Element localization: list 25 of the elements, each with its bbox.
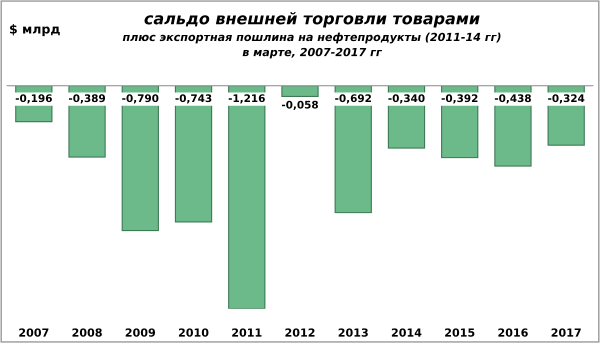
data-label: -1,216	[228, 94, 265, 104]
chart-title: сальдо внешней торговли товарами	[144, 12, 480, 28]
data-label: -0,389	[68, 94, 106, 104]
data-label: -0,196	[16, 94, 52, 104]
data-label: -0,438	[494, 94, 531, 104]
chart-subtitle: плюс экспортная пошлина на нефтепродукты (2011-14 гг) в марте, 2007-2017 гг	[122, 32, 500, 58]
x-tick-label: 2010	[178, 328, 208, 337]
data-label: -0,790	[122, 94, 158, 104]
data-label: -0,743	[175, 94, 212, 104]
y-axis-title: $ млрд	[10, 24, 60, 36]
x-tick-label: 2009	[126, 328, 156, 337]
x-tick-label: 2013	[338, 328, 368, 337]
x-tick-label: 2017	[552, 328, 581, 337]
x-tick-label: 2008	[72, 328, 102, 337]
data-label: -0,340	[388, 94, 425, 104]
x-tick-label: 2016	[498, 328, 528, 337]
data-label: -0,692	[335, 94, 371, 104]
x-tick-label: 2015	[445, 328, 474, 337]
data-label: -0,058	[282, 100, 318, 110]
x-tick-label: 2007	[19, 328, 48, 337]
x-tick-label: 2011	[232, 328, 262, 337]
data-label: -0,392	[442, 94, 478, 104]
x-tick-label: 2014	[392, 328, 422, 337]
x-tick-label: 2012	[285, 328, 314, 337]
data-label: -0,324	[548, 94, 584, 104]
